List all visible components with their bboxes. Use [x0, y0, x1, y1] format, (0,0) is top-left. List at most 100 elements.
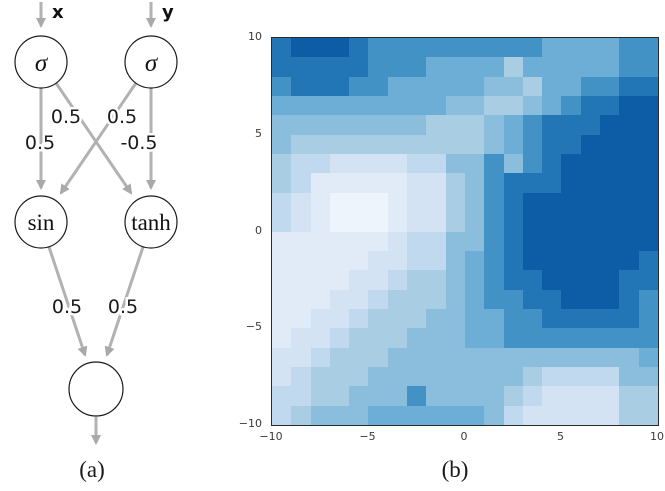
heatmap-cell: [542, 270, 562, 290]
heatmap-cell: [426, 347, 446, 367]
heatmap-cell: [600, 366, 620, 387]
heatmap-cell: [580, 212, 601, 232]
heatmap-cell: [600, 38, 620, 58]
node-sigma-left-label: σ: [35, 50, 49, 77]
heatmap-cell: [291, 289, 311, 309]
heatmap-cell: [484, 96, 504, 116]
heatmap-cell: [368, 231, 388, 251]
heatmap-cell: [426, 38, 446, 58]
heatmap-cell: [522, 76, 543, 97]
heatmap-cell: [522, 289, 543, 309]
heatmap-cell: [600, 386, 620, 406]
heatmap-cell: [445, 250, 465, 271]
heatmap-cell: [368, 96, 388, 116]
heatmap-cell: [349, 212, 369, 232]
heatmap-cell: [349, 115, 369, 135]
heatmap-cell: [291, 405, 311, 425]
heatmap-cell: [329, 192, 350, 213]
heatmap-cell: [291, 270, 311, 290]
heatmap-cell: [291, 134, 311, 155]
heatmap-cell: [349, 308, 369, 329]
heatmap-cell: [580, 192, 601, 213]
heatmap-cell: [291, 96, 311, 116]
heatmap-cell: [349, 289, 369, 309]
heatmap-cell: [522, 57, 543, 77]
heatmap-cell: [368, 308, 388, 329]
heatmap-cell: [464, 212, 485, 232]
heatmap-cell: [638, 76, 658, 97]
y-tick-label: 5: [255, 126, 262, 140]
heatmap-cell: [291, 231, 311, 251]
heatmap-cell: [638, 289, 658, 309]
heatmap-cell: [484, 154, 504, 174]
heatmap-cell: [580, 231, 601, 251]
x-tick-label: 10: [650, 430, 664, 443]
heatmap-cell: [329, 212, 350, 232]
heatmap-cell: [272, 347, 292, 367]
heatmap-cell: [542, 96, 562, 116]
heatmap-cell: [522, 386, 543, 406]
heatmap-cell: [580, 96, 601, 116]
node-sin: [14, 195, 68, 249]
heatmap-cell: [272, 328, 292, 348]
heatmap-cell: [580, 308, 601, 329]
input-x-label: x: [52, 2, 64, 23]
heatmap-cell: [561, 347, 581, 367]
heatmap-cell: [542, 231, 562, 251]
heatmap-cell: [291, 115, 311, 135]
heatmap-cell: [464, 192, 485, 213]
heatmap-cell: [329, 386, 350, 406]
heatmap-cell: [580, 38, 601, 58]
heatmap-cell: [407, 115, 427, 135]
y-tick-label: −5: [245, 320, 262, 334]
heatmap-cell: [503, 386, 523, 406]
heatmap-cell: [484, 308, 504, 329]
heatmap-cell: [638, 192, 658, 213]
heatmap-cell: [426, 405, 446, 425]
heatmap-cell: [522, 154, 543, 174]
heatmap-cell: [426, 154, 446, 174]
heatmap-cell: [445, 173, 465, 193]
heatmap-cell: [542, 192, 562, 213]
heatmap-cell: [387, 115, 408, 135]
heatmap-cell: [619, 192, 639, 213]
heatmap-cell: [464, 154, 485, 174]
heatmap-cell: [387, 250, 408, 271]
heatmap-cell: [464, 308, 485, 329]
heatmap-cell: [349, 328, 369, 348]
heatmap-cell: [619, 289, 639, 309]
heatmap-cell: [600, 192, 620, 213]
input-y-label: y: [162, 2, 174, 23]
heatmap-cell: [349, 347, 369, 367]
heatmap-cell: [445, 289, 465, 309]
heatmap-cell: [368, 405, 388, 425]
heatmap-cell: [291, 57, 311, 77]
heatmap-cell: [272, 76, 292, 97]
heatmap-cell: [387, 96, 408, 116]
heatmap-cell: [426, 308, 446, 329]
heatmap-cell: [272, 57, 292, 77]
heatmap-cell: [310, 173, 330, 193]
heatmap-cell: [310, 250, 330, 271]
heatmap-cell: [368, 192, 388, 213]
heatmap-cell: [561, 328, 581, 348]
heatmap-cell: [272, 96, 292, 116]
heatmap-cell: [600, 250, 620, 271]
heatmap-cell: [464, 328, 485, 348]
heatmap-cell: [484, 328, 504, 348]
heatmap-cell: [310, 386, 330, 406]
heatmap-cell: [542, 173, 562, 193]
heatmap-cell: [368, 76, 388, 97]
heatmap-cell: [329, 134, 350, 155]
heatmap-cell: [522, 328, 543, 348]
heatmap-cell: [619, 96, 639, 116]
heatmap-cell: [310, 192, 330, 213]
heatmap-cell: [638, 115, 658, 135]
heatmap-cell: [272, 270, 292, 290]
heatmap-cell: [600, 308, 620, 329]
heatmap-cell: [407, 289, 427, 309]
heatmap-cell: [291, 366, 311, 387]
heatmap-cell: [561, 173, 581, 193]
heatmap-cell: [522, 250, 543, 271]
heatmap-cell: [329, 115, 350, 135]
